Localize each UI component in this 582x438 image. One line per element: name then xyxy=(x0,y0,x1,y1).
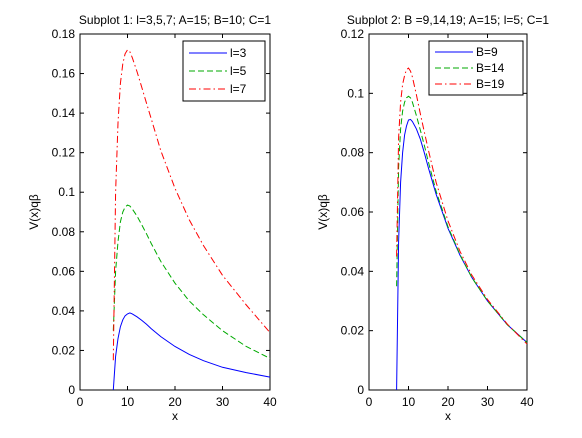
chart2-ytick-label: 0.04 xyxy=(341,264,365,278)
chart1-xtick-label: 0 xyxy=(77,395,84,409)
chart2-ytick-label: 0 xyxy=(357,383,364,397)
chart2-legend-label: B=19 xyxy=(476,77,505,91)
chart1-ytick-label: 0.14 xyxy=(52,106,76,120)
chart1-xtick-label: 30 xyxy=(216,395,230,409)
chart1-xtick-label: 20 xyxy=(168,395,182,409)
chart2-series-b14-line xyxy=(396,95,528,343)
chart1-series-l3-line xyxy=(112,312,271,391)
chart2-ytick-label: 0.06 xyxy=(341,205,365,219)
chart1-ytick-label: 0.02 xyxy=(52,343,76,357)
chart1-ytick-label: 0.1 xyxy=(58,185,75,199)
chart1-legend: l=3 l=5 l=7 xyxy=(182,40,266,102)
subplot-1: 0 10 20 30 40 0 0.02 0.04 0.06 0.08 0.1 0.12 0.14 0.1… xyxy=(27,13,277,423)
chart2-series-b9-line xyxy=(396,118,528,391)
chart2-xtick-label: 0 xyxy=(366,395,373,409)
chart1-legend-box xyxy=(182,40,266,102)
chart1-ytick-label: 0 xyxy=(68,383,75,397)
chart1-xlabel: x xyxy=(172,409,178,423)
chart2-ylabel: V(x)qβ xyxy=(316,194,330,230)
chart2-xlabel: x xyxy=(445,409,451,423)
chart2-legend: B=9 B=14 B=19 xyxy=(428,40,524,96)
chart2-xtick-label: 30 xyxy=(481,395,495,409)
chart1-title: Subplot 1: l=3,5,7; A=15; B=10; C=1 xyxy=(79,13,271,27)
chart1-series-l7-line xyxy=(112,49,271,361)
chart1-ytick-label: 0.18 xyxy=(52,27,76,41)
chart1-ytick-label: 0.16 xyxy=(52,67,76,81)
chart1-ytick-label: 0.12 xyxy=(52,146,76,160)
chart1-legend-label: l=5 xyxy=(230,64,247,78)
chart2-ytick-label: 0.12 xyxy=(341,27,365,41)
chart2-ytick-label: 0.02 xyxy=(341,324,365,338)
chart2-title: Subplot 2: B =9,14,19; A=15; l=5; C=1 xyxy=(347,13,549,27)
chart1-legend-label: l=3 xyxy=(230,46,247,60)
chart2-legend-label: B=14 xyxy=(476,61,505,75)
chart2-xtick-label: 20 xyxy=(441,395,455,409)
chart1-xtick-label: 10 xyxy=(121,395,135,409)
chart1-xtick-label: 40 xyxy=(263,395,277,409)
chart2-ytick-label: 0.1 xyxy=(347,86,364,100)
chart1-ylabel: V(x)qβ xyxy=(27,194,41,230)
chart2-ytick-label: 0.08 xyxy=(341,146,365,160)
chart2-legend-label: B=9 xyxy=(476,45,498,59)
chart1-ytick-label: 0.08 xyxy=(52,225,76,239)
chart2-series-b19-line xyxy=(396,67,528,345)
chart1-ytick-label: 0.04 xyxy=(52,304,76,318)
chart1-series-l5-line xyxy=(112,204,271,359)
chart2-xtick-label: 40 xyxy=(520,395,534,409)
subplot-2: 0 10 20 30 40 0 0.02 0.04 0.06 0.08 0.1 0.12Subplot… xyxy=(316,13,549,423)
chart1-legend-label: l=7 xyxy=(230,82,247,96)
chart1-ytick-label: 0.06 xyxy=(52,264,76,278)
chart2-xtick-label: 10 xyxy=(402,395,416,409)
